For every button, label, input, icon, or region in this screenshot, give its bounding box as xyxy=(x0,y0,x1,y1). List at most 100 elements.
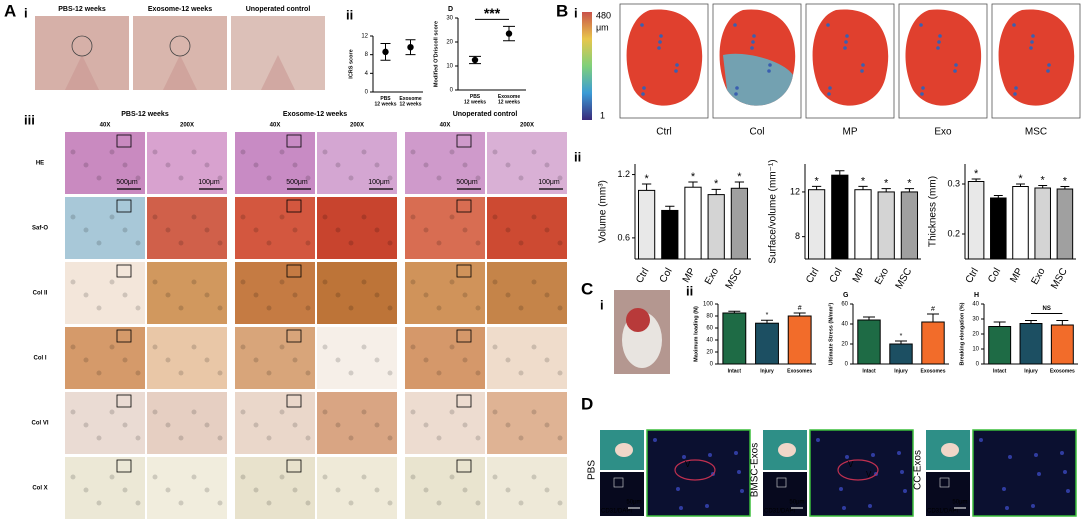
error-bar xyxy=(503,25,515,42)
map-label: Ctrl xyxy=(656,127,672,138)
x-tick-label: Injury xyxy=(1024,368,1038,374)
cell xyxy=(544,422,550,428)
cell xyxy=(348,240,354,246)
significance-marker: * xyxy=(974,168,979,180)
y-axis-label: Ultimate Stress (N/mm²) xyxy=(827,303,834,366)
cell xyxy=(70,214,76,220)
cell xyxy=(204,292,210,298)
y-axis-label: Surface/volume (mm⁻¹) xyxy=(768,159,779,263)
error-bar xyxy=(895,340,907,344)
map-spot xyxy=(860,69,864,73)
cell xyxy=(191,149,197,155)
error-bar xyxy=(927,313,939,322)
vessel xyxy=(674,459,716,481)
error-bar xyxy=(665,205,675,211)
photo-detail xyxy=(65,55,99,90)
map-spot xyxy=(920,92,924,96)
error-bar xyxy=(993,321,1006,327)
cell xyxy=(109,344,115,350)
bar xyxy=(787,315,812,365)
colorbar-min: 1 xyxy=(600,110,605,120)
y-tick-label: 0 xyxy=(710,362,714,368)
x-tick-label: MSC xyxy=(894,266,915,291)
map-label: Col xyxy=(749,127,764,138)
nucleus xyxy=(868,504,872,508)
cell xyxy=(279,279,285,285)
fluorescence-large xyxy=(646,429,751,517)
x-tick-label: Injury xyxy=(760,368,774,374)
cell xyxy=(335,422,341,428)
cell xyxy=(279,149,285,155)
cell xyxy=(492,214,498,220)
scale-bar-label: 100μm xyxy=(368,179,390,186)
error-bar xyxy=(904,188,915,192)
map-spot xyxy=(827,92,831,96)
cell xyxy=(557,435,563,441)
map-spot xyxy=(642,86,646,90)
inset-box xyxy=(613,477,624,488)
cell xyxy=(240,279,246,285)
y-tick-label: 0 xyxy=(450,88,454,94)
significance-marker: * xyxy=(861,175,866,187)
cell xyxy=(305,175,311,181)
cell xyxy=(374,162,380,168)
map-spot xyxy=(658,40,662,44)
histology-image xyxy=(317,457,397,519)
cell xyxy=(557,500,563,506)
histology-image xyxy=(405,262,485,324)
colorbar xyxy=(582,12,592,120)
fluorescence-large xyxy=(972,429,1077,517)
bar xyxy=(857,319,881,365)
cell xyxy=(266,305,272,311)
error-bar xyxy=(641,183,652,191)
cell xyxy=(348,175,354,181)
cell xyxy=(191,214,197,220)
cell xyxy=(122,487,128,493)
error-bar xyxy=(971,178,981,182)
map-spot xyxy=(675,63,679,67)
cell xyxy=(374,357,380,363)
error-bar xyxy=(728,310,741,313)
significance-marker: * xyxy=(884,177,889,189)
fluorescence-large xyxy=(809,429,914,517)
cell xyxy=(178,305,184,311)
zoom-box xyxy=(286,199,302,213)
x-tick-label: Exo xyxy=(1029,266,1047,287)
nucleus xyxy=(900,470,904,474)
nucleus xyxy=(842,506,846,510)
cell xyxy=(518,435,524,441)
cell xyxy=(335,227,341,233)
nucleus xyxy=(1063,470,1067,474)
bar xyxy=(755,322,779,365)
scale-label: 50μm xyxy=(626,500,641,506)
error-bar xyxy=(734,181,745,189)
cell xyxy=(135,370,141,376)
fluorescence-small xyxy=(763,472,807,516)
cell xyxy=(135,240,141,246)
bar xyxy=(1050,324,1074,365)
y-axis-label: Thickness (mm) xyxy=(928,176,939,247)
cell xyxy=(492,409,498,415)
cell xyxy=(505,162,511,168)
cell xyxy=(322,474,328,480)
magnification: 40X xyxy=(100,123,111,129)
group-label: CC-Exos xyxy=(913,450,924,490)
panel-letter: C xyxy=(581,279,593,298)
cell xyxy=(518,500,524,506)
cell xyxy=(322,279,328,285)
bar xyxy=(854,189,872,260)
y-tick-label: 4 xyxy=(365,71,369,77)
bar xyxy=(921,321,945,365)
specimen xyxy=(778,443,796,457)
cell xyxy=(70,474,76,480)
map-spot xyxy=(844,40,848,44)
cell xyxy=(423,357,429,363)
scale-bar-label: 500μm xyxy=(456,179,478,186)
nucleus xyxy=(679,506,683,510)
cell xyxy=(410,344,416,350)
cell xyxy=(96,500,102,506)
cell xyxy=(178,175,184,181)
photo-c-tissue xyxy=(626,308,650,332)
zoom-box xyxy=(286,394,302,408)
histology-image xyxy=(487,262,567,324)
